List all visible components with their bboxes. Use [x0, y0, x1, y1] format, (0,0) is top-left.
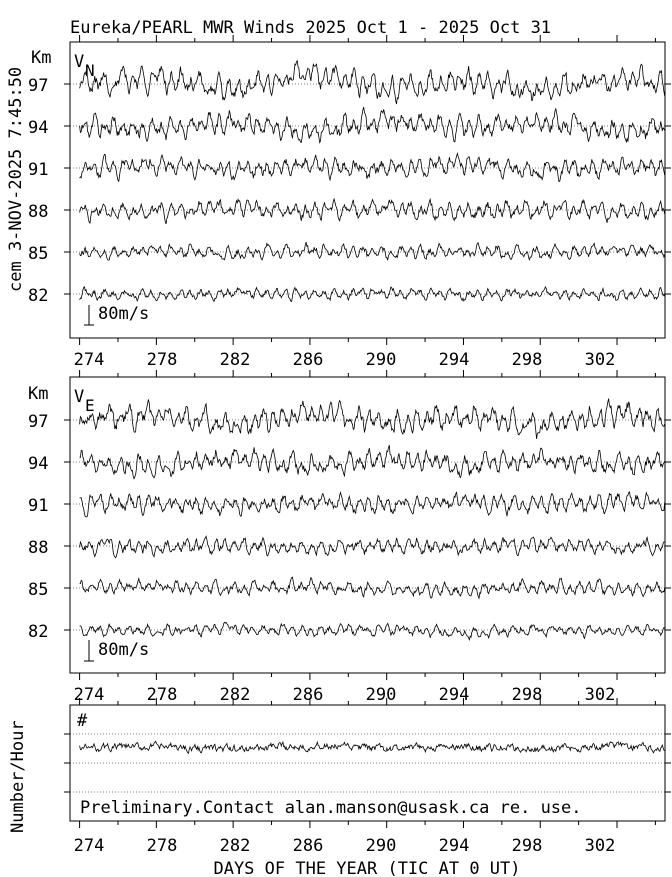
- count-marker: #: [77, 711, 88, 731]
- ve-height-label: 85: [28, 580, 48, 600]
- vn-height-label: 85: [28, 244, 48, 264]
- x-tick-labels-ve: 274 278 282 286 290 294 298 302: [74, 685, 616, 705]
- x-tick-label: 286: [293, 350, 324, 370]
- ve-component-label: V: [74, 387, 84, 407]
- x-tick-label: 278: [147, 836, 178, 856]
- x-tick-label: 274: [74, 350, 105, 370]
- ve-scale-label: 80m/s: [98, 640, 149, 660]
- trace-VE-91: [79, 491, 666, 518]
- ve-height-label: 97: [28, 412, 48, 432]
- notice-text: Preliminary.Contact alan.manson@usask.ca…: [80, 798, 582, 818]
- trace-VE-94: [79, 444, 666, 480]
- x-tick-label: 286: [293, 685, 324, 705]
- vn-component-label: V: [74, 52, 84, 72]
- trace-VN-91: [79, 152, 666, 183]
- ve-height-labels: 97 94 91 88 85 82: [28, 412, 48, 642]
- x-tick-label: 278: [147, 685, 178, 705]
- x-tick-label: 298: [512, 836, 543, 856]
- trace-VN-97: [79, 59, 666, 105]
- x-tick-label: 282: [220, 350, 251, 370]
- trace-VE-85: [79, 576, 666, 600]
- trace-count: [79, 740, 665, 755]
- x-tick-label: 294: [439, 836, 470, 856]
- vn-height-label: 88: [28, 202, 48, 222]
- scale-bars: [84, 305, 94, 662]
- count-y-label: Number/Hour: [8, 720, 28, 833]
- wind-traces: [79, 59, 666, 755]
- panel-vn-frame: [69, 41, 666, 339]
- x-tick-label: 282: [220, 836, 251, 856]
- x-tick-label: 290: [366, 836, 397, 856]
- x-tick-label: 282: [220, 685, 251, 705]
- x-tick-label: 302: [585, 350, 616, 370]
- vn-height-label: 97: [28, 76, 48, 96]
- x-tick-labels-count: 274 278 282 286 290 294 298 302: [74, 836, 616, 856]
- x-tick-label: 302: [585, 685, 616, 705]
- x-tick-label: 290: [366, 350, 397, 370]
- vn-height-label: 91: [28, 160, 48, 180]
- x-tick-label: 290: [366, 685, 397, 705]
- trace-VN-88: [79, 197, 666, 225]
- vn-height-label: 94: [28, 118, 48, 138]
- vn-unit-label: Km: [31, 48, 51, 68]
- x-tick-labels-vn: 274 278 282 286 290 294 298 302: [74, 350, 616, 370]
- trace-VE-88: [79, 535, 665, 559]
- panel-ve-frame: [69, 376, 666, 674]
- ve-component-sub: E: [85, 396, 95, 415]
- x-tick-label: 294: [439, 685, 470, 705]
- side-stamp: cem 3-NOV-2025 7:45:50: [6, 67, 26, 292]
- trace-VE-82: [79, 621, 665, 641]
- x-tick-label: 278: [147, 350, 178, 370]
- x-axis-label: DAYS OF THE YEAR (TIC AT 0 UT): [213, 859, 520, 877]
- ve-height-label: 94: [28, 454, 48, 474]
- x-tick-label: 274: [74, 685, 105, 705]
- x-tick-label: 286: [293, 836, 324, 856]
- tick-marks: [64, 35, 671, 828]
- vn-component-sub: N: [85, 61, 95, 80]
- x-tick-label: 298: [512, 350, 543, 370]
- trace-VN-85: [79, 241, 666, 261]
- x-tick-label: 302: [585, 836, 616, 856]
- x-tick-label: 294: [439, 350, 470, 370]
- baselines: [70, 83, 665, 793]
- trace-VN-82: [79, 285, 666, 303]
- ve-height-label: 82: [28, 622, 48, 642]
- trace-VN-94: [79, 106, 666, 144]
- ve-height-label: 88: [28, 538, 48, 558]
- x-tick-label: 274: [74, 836, 105, 856]
- vn-scale-label: 80m/s: [98, 304, 149, 324]
- chart-title: Eureka/PEARL MWR Winds 2025 Oct 1 - 2025…: [70, 18, 551, 38]
- vn-height-labels: 97 94 91 88 85 82: [28, 76, 48, 306]
- ve-height-label: 91: [28, 496, 48, 516]
- x-tick-label: 298: [512, 685, 543, 705]
- vn-height-label: 82: [28, 286, 48, 306]
- trace-VE-97: [79, 398, 666, 440]
- ve-unit-label: Km: [28, 384, 48, 404]
